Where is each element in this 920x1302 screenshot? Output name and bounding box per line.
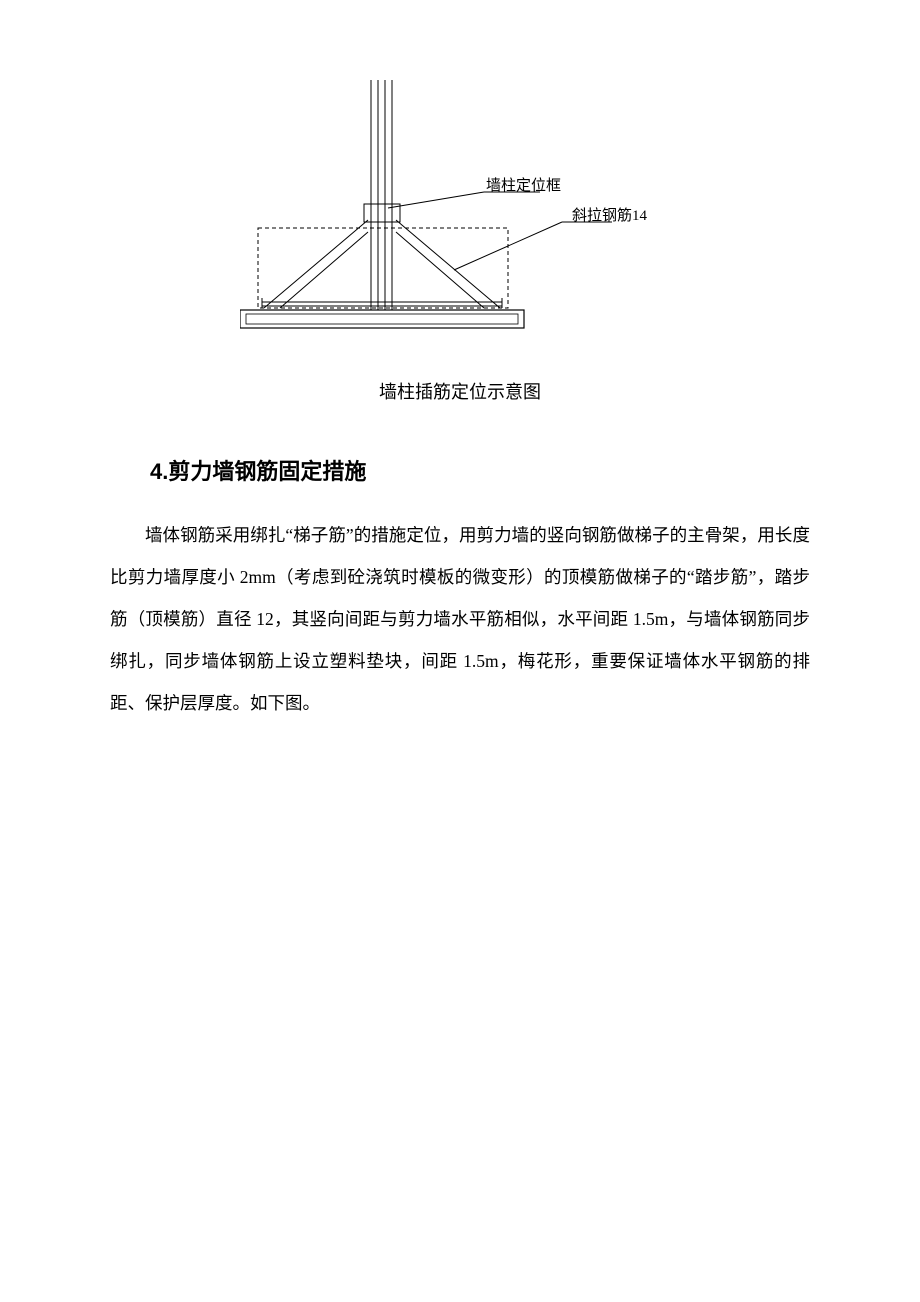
label-tie: 斜拉钢筋14 <box>572 204 647 225</box>
diagram-container: 墙柱定位框 斜拉钢筋14 墙柱插筋定位示意图 <box>110 80 810 404</box>
label-frame: 墙柱定位框 <box>486 174 561 195</box>
section-title: 剪力墙钢筋固定措施 <box>168 459 366 484</box>
rebar-positioning-diagram: 墙柱定位框 斜拉钢筋14 <box>240 80 680 360</box>
body-paragraph: 墙体钢筋采用绑扎“梯子筋”的措施定位，用剪力墙的竖向钢筋做梯子的主骨架，用长度比… <box>110 514 810 724</box>
section-heading: 4.剪力墙钢筋固定措施 <box>150 454 810 486</box>
section-number: 4. <box>150 459 168 484</box>
diagram-caption: 墙柱插筋定位示意图 <box>379 378 541 404</box>
